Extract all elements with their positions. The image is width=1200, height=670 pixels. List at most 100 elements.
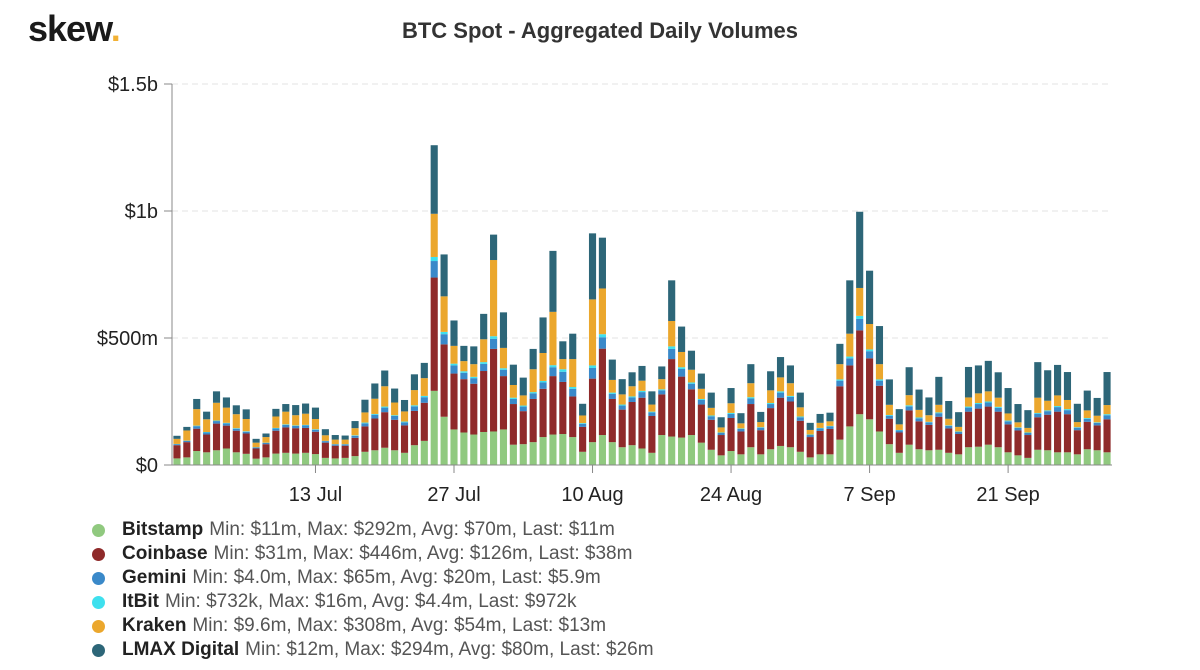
bar-segment-coinbase	[915, 421, 923, 450]
legend-item[interactable]: LMAX Digital Min: $12m, Max: $294m, Avg: …	[92, 638, 654, 662]
bar-segment-coinbase	[321, 442, 329, 458]
bar-segment-coinbase	[420, 402, 428, 441]
bar-segment-lmax-digital	[302, 403, 310, 414]
bar-segment-itbit	[598, 334, 606, 338]
bar-segment-gemini	[232, 428, 240, 431]
bar-segment-kraken	[173, 438, 181, 444]
bar-segment-kraken	[499, 347, 508, 369]
bar-segment-coinbase	[430, 277, 438, 391]
bar-segment-lmax-digital	[371, 383, 379, 399]
legend-series-stats: Min: $12m, Max: $294m, Avg: $80m, Last: …	[245, 639, 654, 660]
bar-segment-itbit	[1073, 427, 1081, 428]
bar-segment-lmax-digital	[747, 364, 755, 384]
bar-segment-lmax-digital	[490, 234, 498, 261]
bar-segment-bitstamp	[994, 447, 1002, 465]
bar-segment-lmax-digital	[232, 405, 240, 415]
bar-segment-itbit	[460, 371, 468, 373]
bar-segment-bitstamp	[549, 434, 557, 465]
legend-series-stats: Min: $31m, Max: $446m, Avg: $126m, Last:…	[213, 543, 633, 564]
bar-segment-itbit	[697, 398, 705, 400]
bar-segment-coinbase	[757, 430, 765, 455]
bar-segment-bitstamp	[1024, 457, 1032, 465]
bar-segment-coinbase	[955, 434, 963, 455]
bar-segment-bitstamp	[173, 458, 181, 465]
bar-segment-lmax-digital	[905, 367, 913, 396]
bar-segment-gemini	[925, 422, 933, 425]
bar-segment-gemini	[678, 368, 686, 377]
bar-segment-lmax-digital	[836, 343, 844, 365]
legend: Bitstamp Min: $11m, Max: $292m, Avg: $70m…	[92, 518, 654, 662]
bar-segment-coinbase	[391, 419, 399, 451]
bar-segment-kraken	[519, 395, 527, 406]
legend-item[interactable]: Coinbase Min: $31m, Max: $446m, Avg: $126…	[92, 542, 654, 566]
bar-segment-itbit	[638, 390, 646, 393]
bar-segment-gemini	[875, 380, 884, 386]
legend-item[interactable]: Gemini Min: $4.0m, Max: $65m, Avg: $20m, …	[92, 566, 654, 590]
bar-segment-bitstamp	[529, 442, 537, 465]
bar-segment-itbit	[311, 429, 320, 430]
bar-segment-gemini	[440, 334, 448, 345]
bar-segment-itbit	[212, 420, 221, 422]
bar-segment-bitstamp	[400, 452, 409, 465]
bar-segment-gemini	[292, 425, 300, 429]
bar-segment-bitstamp	[776, 445, 785, 465]
bar-segment-gemini	[984, 402, 992, 407]
bar-segment-lmax-digital	[964, 366, 973, 398]
bar-segment-lmax-digital	[1063, 372, 1072, 400]
bar-segment-gemini	[381, 407, 389, 413]
bar-segment-gemini	[687, 383, 696, 390]
bar-segment-itbit	[648, 411, 656, 413]
bar-segment-bitstamp	[984, 444, 992, 465]
bar-segment-lmax-digital	[776, 357, 785, 378]
bar-segment-bitstamp	[203, 452, 211, 465]
bar-segment-gemini	[598, 337, 606, 349]
bar-segment-gemini	[539, 382, 547, 389]
bar-segment-gemini	[1014, 427, 1022, 431]
bar-segment-itbit	[1034, 412, 1042, 414]
bar-segment-lmax-digital	[697, 373, 705, 389]
bar-segment-itbit	[1063, 409, 1072, 411]
legend-item[interactable]: Bitstamp Min: $11m, Max: $292m, Avg: $70m…	[92, 518, 654, 542]
bar-segment-lmax-digital	[638, 365, 646, 381]
bar-segment-gemini	[588, 367, 597, 379]
bar-segment-coinbase	[450, 373, 458, 430]
bar-segment-gemini	[183, 440, 191, 443]
bar-segment-gemini	[707, 416, 715, 420]
bar-segment-gemini	[658, 390, 666, 395]
y-tick-label: $0	[136, 455, 158, 477]
bar-segment-coinbase	[836, 386, 844, 440]
bar-segment-bitstamp	[1014, 455, 1022, 465]
bar-segment-kraken	[915, 409, 923, 418]
x-tick-label: 27 Jul	[427, 484, 480, 506]
bar-segment-itbit	[450, 363, 458, 366]
bar-segment-kraken	[836, 364, 844, 380]
bar-segment-lmax-digital	[875, 326, 884, 365]
bar-segment-coinbase	[974, 408, 982, 447]
bar-segment-bitstamp	[727, 451, 735, 465]
bar-segment-lmax-digital	[925, 397, 933, 416]
bar-segment-bitstamp	[499, 429, 508, 465]
bar-segment-lmax-digital	[252, 438, 260, 443]
bar-segment-kraken	[410, 390, 418, 406]
x-tick-label: 21 Sep	[976, 484, 1039, 506]
legend-item[interactable]: ItBit Min: $732k, Max: $16m, Avg: $4.4m, …	[92, 590, 654, 614]
bar-segment-itbit	[579, 423, 587, 424]
skew-logo: skew.	[28, 8, 121, 50]
bar-segment-lmax-digital	[212, 391, 221, 403]
bar-segment-itbit	[302, 424, 310, 426]
bar-segment-coinbase	[767, 408, 775, 450]
bar-segment-itbit	[549, 365, 557, 368]
bar-segment-lmax-digital	[767, 371, 775, 391]
bar-segment-lmax-digital	[895, 409, 903, 425]
bar-segment-kraken	[292, 415, 300, 426]
bar-segment-gemini	[1093, 422, 1101, 426]
bar-segment-coinbase	[499, 376, 508, 430]
bar-segment-kraken	[757, 422, 765, 428]
bar-segment-itbit	[826, 425, 834, 427]
bar-segment-bitstamp	[1004, 452, 1012, 465]
bar-segment-coinbase	[786, 401, 794, 448]
bar-segment-lmax-digital	[786, 365, 794, 384]
bar-segment-itbit	[964, 406, 973, 408]
bar-segment-lmax-digital	[608, 359, 616, 380]
legend-item[interactable]: Kraken Min: $9.6m, Max: $308m, Avg: $54m,…	[92, 614, 654, 638]
